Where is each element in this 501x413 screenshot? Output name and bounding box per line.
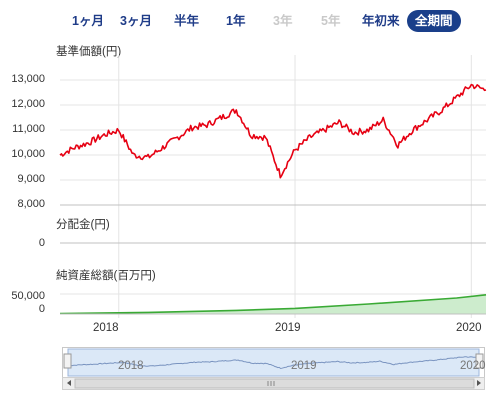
tab-all[interactable]: 全期間 — [407, 10, 461, 32]
tab-6m[interactable]: 半年 — [174, 14, 200, 28]
assets-ytick: 0 — [38, 303, 45, 315]
nav-series-line — [59, 83, 487, 179]
tab-5y: 5年 — [321, 14, 341, 28]
nav-chart-title: 基準価額(円) — [56, 46, 122, 58]
assets-ytick: 50,000 — [11, 290, 45, 302]
tab-3m[interactable]: 3ヶ月 — [120, 14, 152, 28]
navigator-right-handle — [475, 353, 484, 369]
nav-ytick: 8,000 — [17, 198, 45, 210]
scroll-left-arrow-icon — [67, 380, 71, 386]
tab-1m[interactable]: 1ヶ月 — [72, 14, 104, 28]
tab-ytd[interactable]: 年初来 — [362, 14, 400, 28]
assets-area — [60, 294, 486, 314]
nav-ytick: 11,000 — [12, 123, 45, 135]
nav-ytick: 9,000 — [17, 173, 45, 185]
nav-ytick: 13,000 — [11, 73, 45, 85]
tab-1y[interactable]: 1年 — [226, 14, 246, 28]
assets-xtick: 2020 — [456, 322, 482, 334]
tab-3y: 3年 — [273, 14, 293, 28]
navigator-left-handle — [63, 353, 72, 369]
nav-ytick: 10,000 — [11, 148, 45, 160]
nav-ytick: 12,000 — [11, 98, 45, 110]
navigator-xtick: 2020 — [460, 360, 486, 372]
navigator-xtick: 2019 — [291, 360, 317, 372]
dist-chart-title: 分配金(円) — [56, 219, 110, 231]
dist-ytick: 0 — [38, 237, 45, 249]
navigator-series-line — [67, 356, 480, 370]
assets-chart-title: 純資産総額(百万円) — [56, 270, 156, 282]
assets-xtick: 2018 — [93, 322, 119, 334]
scroll-right-arrow-icon — [477, 380, 481, 386]
assets-series-line — [59, 294, 487, 315]
assets-xtick: 2019 — [275, 322, 301, 334]
navigator-xtick: 2018 — [118, 360, 144, 372]
